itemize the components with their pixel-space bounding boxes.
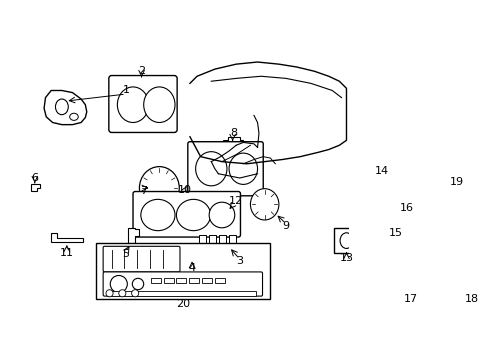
Text: 5: 5 [122,249,129,259]
Ellipse shape [379,202,385,208]
Text: 9: 9 [282,221,289,231]
Ellipse shape [55,99,68,115]
Ellipse shape [225,165,229,170]
FancyBboxPatch shape [187,142,263,196]
Text: 7: 7 [140,186,147,196]
Text: 10: 10 [178,185,192,195]
FancyBboxPatch shape [103,272,262,296]
Ellipse shape [234,155,238,159]
Text: 16: 16 [399,203,413,213]
Polygon shape [128,228,139,243]
Bar [228,235,236,258]
FancyBboxPatch shape [133,192,240,237]
FancyBboxPatch shape [103,246,180,272]
Ellipse shape [131,290,139,297]
Text: 19: 19 [449,177,463,187]
Ellipse shape [106,290,113,297]
FancyBboxPatch shape [386,212,425,235]
Ellipse shape [195,152,226,186]
Text: 18: 18 [464,294,478,304]
Bar [227,137,240,143]
Ellipse shape [228,153,257,184]
Ellipse shape [391,220,397,227]
Ellipse shape [250,189,278,220]
Ellipse shape [415,220,420,227]
Ellipse shape [141,199,175,231]
Ellipse shape [399,220,405,227]
Bar [393,268,426,296]
Text: 15: 15 [388,228,403,238]
Bar [209,235,216,258]
Ellipse shape [117,87,148,122]
Ellipse shape [132,278,143,290]
Bar [223,140,243,176]
Ellipse shape [339,233,352,248]
Ellipse shape [225,155,229,159]
Ellipse shape [225,145,229,149]
Text: 17: 17 [403,294,417,304]
Text: 11: 11 [60,248,74,258]
FancyBboxPatch shape [457,270,485,294]
FancyBboxPatch shape [109,76,177,132]
Bar [362,178,405,218]
Text: 20: 20 [175,299,189,309]
Bar [96,243,269,299]
Bar [200,245,206,262]
Bar [190,245,197,262]
Text: 13: 13 [339,253,353,263]
FancyBboxPatch shape [395,270,424,294]
Text: 1: 1 [122,85,129,95]
Ellipse shape [464,273,478,291]
Text: 12: 12 [229,196,243,206]
Text: 8: 8 [230,128,237,138]
Polygon shape [44,90,86,125]
Bar [176,278,186,283]
FancyBboxPatch shape [426,188,484,209]
Ellipse shape [119,290,125,297]
Ellipse shape [143,87,175,122]
Bar [189,278,199,283]
Ellipse shape [110,275,127,293]
Ellipse shape [388,189,395,198]
Ellipse shape [234,165,238,170]
Ellipse shape [407,220,412,227]
Ellipse shape [369,202,375,208]
Ellipse shape [389,202,395,208]
Bar [214,278,224,283]
Ellipse shape [378,189,386,198]
Text: 14: 14 [374,166,388,176]
Bar [219,235,226,258]
Ellipse shape [403,273,417,291]
Ellipse shape [368,189,376,198]
Ellipse shape [176,199,210,231]
Ellipse shape [386,238,406,264]
Polygon shape [51,233,83,242]
Ellipse shape [209,202,234,228]
Ellipse shape [234,145,238,149]
Text: 3: 3 [236,256,243,266]
Bar [202,278,212,283]
Bar [106,291,256,296]
Bar [150,278,161,283]
Bar [163,278,173,283]
Bar [199,235,206,258]
Ellipse shape [139,167,179,209]
Text: 4: 4 [188,264,195,273]
Bar [181,245,187,262]
FancyBboxPatch shape [364,179,403,216]
Ellipse shape [391,241,400,253]
Ellipse shape [70,113,78,120]
Text: 6: 6 [31,173,38,183]
Text: 2: 2 [138,66,145,76]
Bar [454,268,487,296]
Polygon shape [31,184,40,191]
Bar [334,228,358,253]
